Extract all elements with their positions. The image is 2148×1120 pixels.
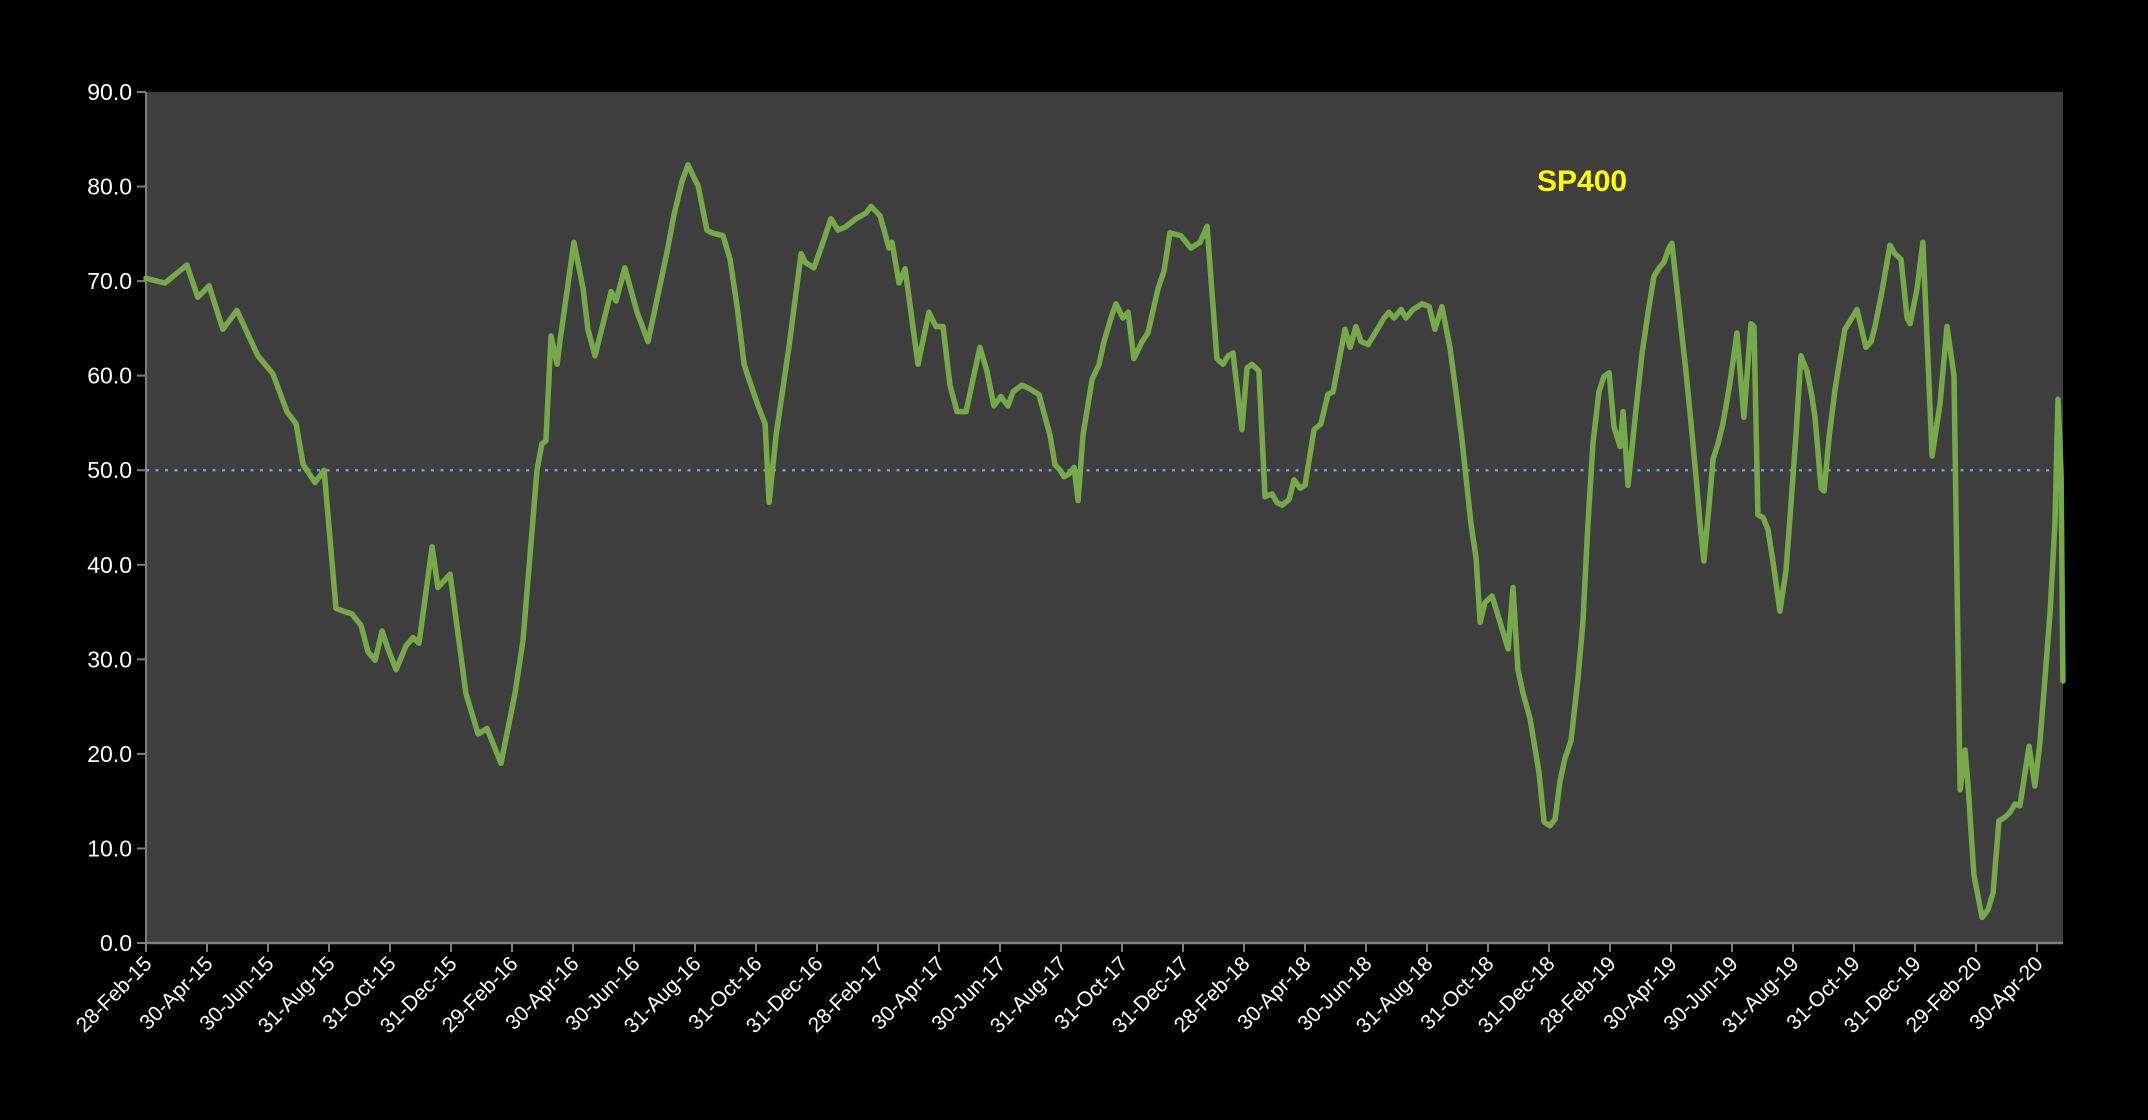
- y-axis-label: 40.0: [87, 552, 132, 578]
- y-axis-label: 10.0: [87, 835, 132, 861]
- y-axis-label: 30.0: [87, 646, 132, 672]
- y-axis-label: 20.0: [87, 741, 132, 767]
- plot-area: [146, 92, 2063, 943]
- y-axis-label: 50.0: [87, 457, 132, 483]
- y-axis-label: 80.0: [87, 174, 132, 200]
- y-axis-label: 70.0: [87, 268, 132, 294]
- series-label-sp400: SP400: [1537, 165, 1627, 198]
- y-axis-label: 0.0: [100, 930, 132, 956]
- y-axis-label: 60.0: [87, 363, 132, 389]
- series-line-sp400: [143, 162, 2066, 921]
- y-axis-label: 90.0: [87, 79, 132, 105]
